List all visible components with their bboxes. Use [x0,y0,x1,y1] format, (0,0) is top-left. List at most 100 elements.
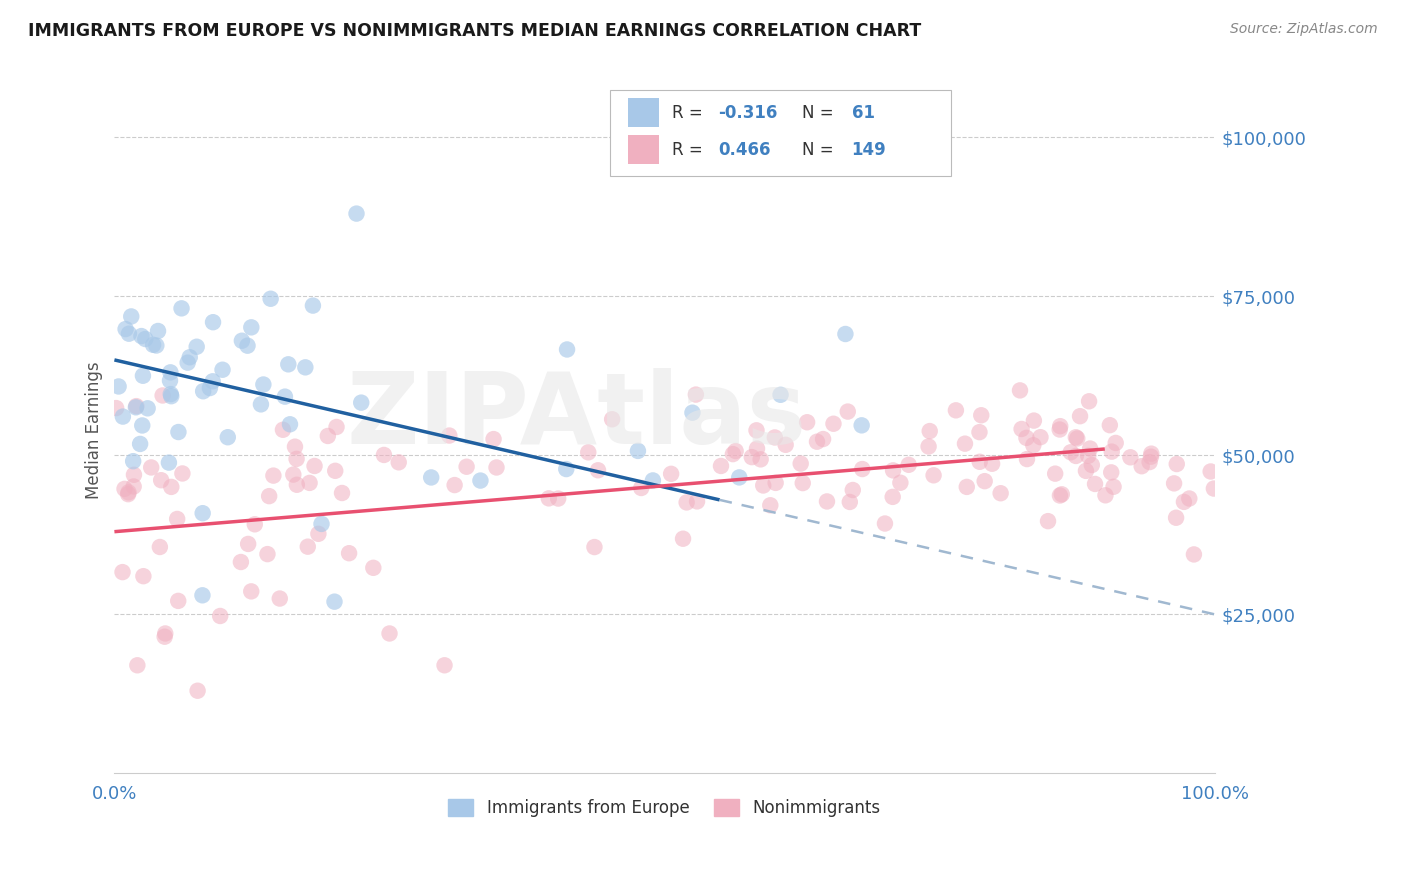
Point [456,459,478,474]
Point [752,478,775,492]
Text: 0.466: 0.466 [718,141,770,159]
Point [1049,488,1071,502]
Point [882,490,904,504]
Point [243,517,266,532]
Point [641,474,664,488]
Point [274,390,297,404]
Point [1166,457,1188,471]
Point [789,457,811,471]
Point [346,206,368,220]
Point [159,374,181,388]
Point [1119,450,1142,465]
Text: N =: N = [803,103,839,122]
Point [630,481,652,495]
Point [323,595,346,609]
Point [134,332,156,346]
Point [1069,409,1091,424]
Point [600,412,623,426]
Point [710,458,733,473]
Point [159,365,181,379]
Point [685,387,707,401]
Point [269,591,291,606]
Point [1043,467,1066,481]
Point [125,399,148,413]
Point [1029,430,1052,444]
Point [256,547,278,561]
Point [922,468,945,483]
Point [823,417,845,431]
Point [131,329,153,343]
Point [155,626,177,640]
Point [257,489,280,503]
Point [675,495,697,509]
Point [659,467,682,481]
Point [1199,465,1222,479]
Point [1163,476,1185,491]
Point [1060,445,1083,459]
Point [1140,450,1163,464]
Point [294,360,316,375]
Point [122,467,145,482]
Point [1074,464,1097,478]
Point [806,434,828,449]
Point [149,540,172,554]
Point [1050,487,1073,501]
Point [681,406,703,420]
Point [132,368,155,383]
Point [586,463,609,477]
Text: Source: ZipAtlas.com: Source: ZipAtlas.com [1230,22,1378,37]
Point [851,462,873,476]
Point [917,440,939,454]
Point [297,540,319,554]
Point [191,384,214,399]
Point [969,455,991,469]
Point [1164,510,1187,524]
Point [1077,449,1099,463]
Point [721,447,744,461]
Point [583,540,606,554]
Point [765,475,787,490]
Point [837,404,859,418]
Point [918,424,941,438]
Point [547,491,569,506]
Point [311,516,333,531]
Point [1049,419,1071,434]
Point [1049,423,1071,437]
Point [1101,444,1123,458]
Point [973,474,995,488]
Point [304,458,326,473]
Point [167,425,190,439]
Text: 61: 61 [852,103,875,122]
Bar [628,136,659,164]
Point [1064,449,1087,463]
Point [686,494,709,508]
Point [1022,438,1045,452]
Point [117,485,139,500]
Point [142,338,165,352]
Point [283,467,305,482]
Point [1084,477,1107,491]
Point [117,487,139,501]
Point [1081,458,1104,472]
Point [470,474,492,488]
Point [250,397,273,411]
Legend: Immigrants from Europe, Nonimmigrants: Immigrants from Europe, Nonimmigrants [441,792,887,823]
Point [443,478,465,492]
Point [759,498,782,512]
Point [811,432,834,446]
Point [555,343,578,357]
Point [1099,466,1122,480]
Point [260,292,283,306]
Point [838,495,860,509]
Point [724,444,747,458]
Point [350,395,373,409]
Text: 149: 149 [852,141,886,159]
Point [576,445,599,459]
Point [378,626,401,640]
Point [537,491,560,506]
Point [627,444,650,458]
Point [672,532,695,546]
Point [186,340,208,354]
Point [252,377,274,392]
Point [191,506,214,520]
